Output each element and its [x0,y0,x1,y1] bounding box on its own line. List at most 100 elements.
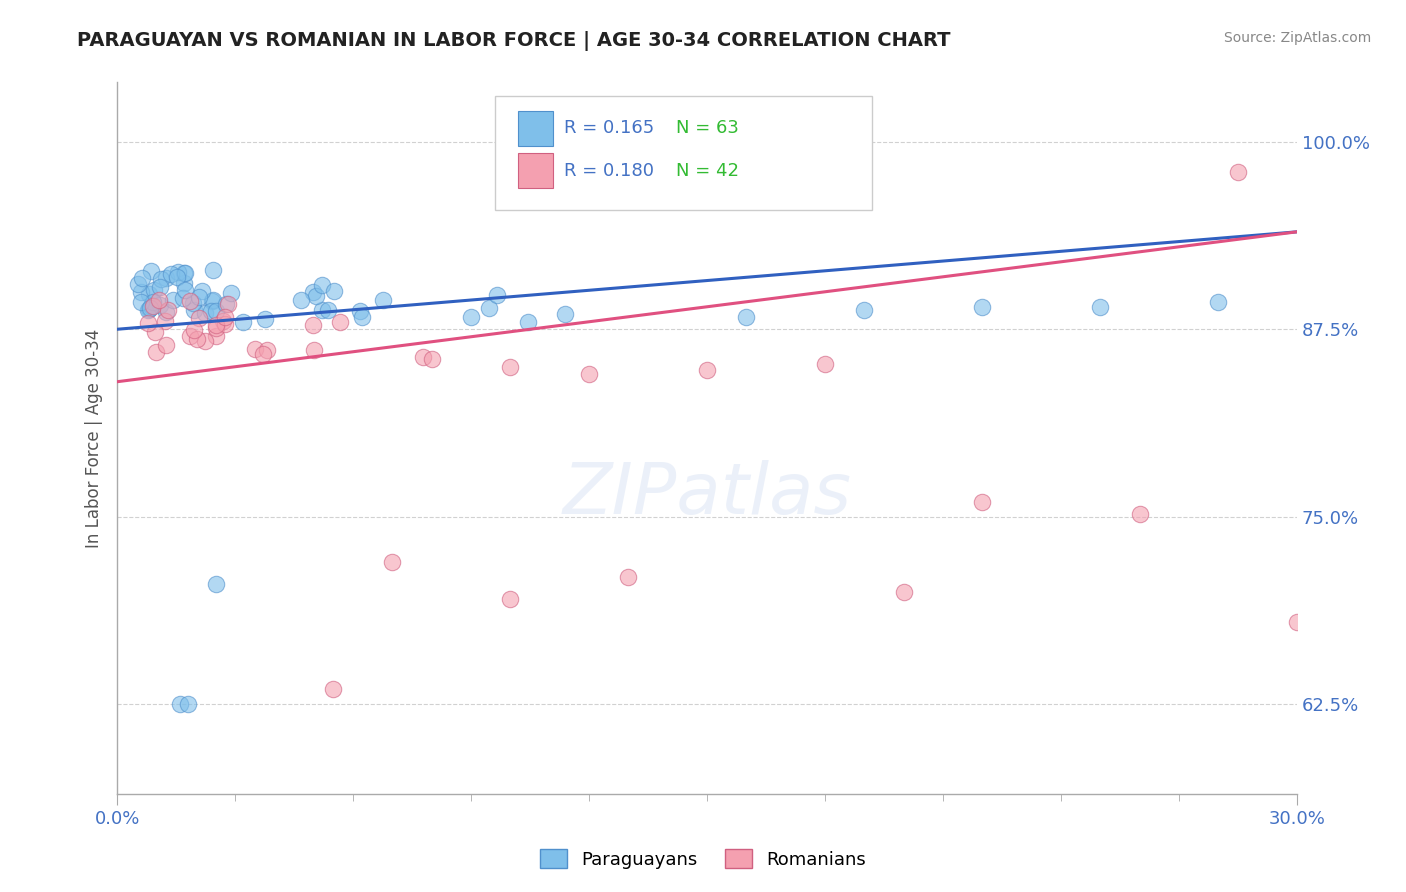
Point [142,295,165,310]
Point [245,342,267,356]
Point [202,293,225,308]
Point [149,272,172,286]
Point [179,328,201,343]
FancyBboxPatch shape [495,96,872,211]
Point [145,345,167,359]
Point [167,265,190,279]
Point [188,310,211,325]
Point [322,681,344,696]
Point [215,296,238,310]
Point [149,298,172,312]
Point [166,270,188,285]
Text: R = 0.165: R = 0.165 [564,120,655,137]
Point [381,555,404,569]
Point [217,297,239,311]
Point [214,310,236,325]
Point [735,310,758,325]
Point [486,288,509,302]
Point [191,284,214,298]
Point [143,325,166,339]
Point [214,317,236,331]
Point [183,302,205,317]
Y-axis label: In Labor Force | Age 30-34: In Labor Force | Age 30-34 [86,328,103,548]
Point [972,300,994,314]
Text: R = 0.180: R = 0.180 [564,162,654,180]
Point [149,280,172,294]
Point [1129,507,1152,521]
Point [323,284,346,298]
Point [201,263,224,277]
Point [1208,295,1230,310]
Point [187,290,209,304]
Point [131,285,153,299]
Point [129,294,152,309]
Point [142,299,165,313]
Point [155,271,177,285]
Point [155,305,177,319]
Point [201,293,224,308]
Point [304,343,326,358]
Point [420,352,443,367]
Point [173,283,195,297]
Point [350,310,373,325]
Point [554,307,576,321]
Point [311,302,333,317]
Point [253,312,276,326]
Point [205,303,228,318]
Point [578,368,600,382]
Point [460,310,482,324]
Point [305,289,328,303]
Point [893,584,915,599]
Text: Source: ZipAtlas.com: Source: ZipAtlas.com [1223,31,1371,45]
FancyBboxPatch shape [519,111,553,145]
Point [316,303,339,318]
Text: N = 42: N = 42 [676,162,740,180]
Point [205,329,228,343]
Point [141,299,163,313]
Point [311,277,333,292]
Point [329,315,352,329]
Point [181,295,204,310]
Point [1227,165,1250,179]
Point [194,306,217,320]
Point [1286,615,1309,629]
Point [148,293,170,308]
Point [301,285,323,299]
Text: PARAGUAYAN VS ROMANIAN IN LABOR FORCE | AGE 30-34 CORRELATION CHART: PARAGUAYAN VS ROMANIAN IN LABOR FORCE | … [77,31,950,51]
Point [290,293,312,307]
Point [302,318,325,333]
Point [136,316,159,330]
Point [972,494,994,508]
Point [1090,300,1112,314]
Text: N = 63: N = 63 [676,120,740,137]
Point [173,277,195,291]
Point [617,569,640,583]
Point [138,287,160,301]
Text: ZIPatlas: ZIPatlas [562,460,852,529]
Point [211,314,233,328]
Point [162,293,184,307]
Point [853,302,876,317]
Point [371,293,394,307]
Point [155,338,177,352]
Point [349,304,371,318]
Point [173,266,195,280]
Point [232,315,254,329]
Point [142,283,165,297]
Point [136,303,159,318]
FancyBboxPatch shape [519,153,553,188]
Point [172,291,194,305]
Point [193,334,215,348]
Point [200,304,222,318]
Point [478,301,501,315]
Point [412,351,434,365]
Point [179,294,201,309]
Point [517,315,540,329]
Point [159,267,181,281]
Point [155,314,177,328]
Point [139,301,162,315]
Point [169,697,191,711]
Point [499,592,522,607]
Point [138,301,160,316]
Point [204,577,226,591]
